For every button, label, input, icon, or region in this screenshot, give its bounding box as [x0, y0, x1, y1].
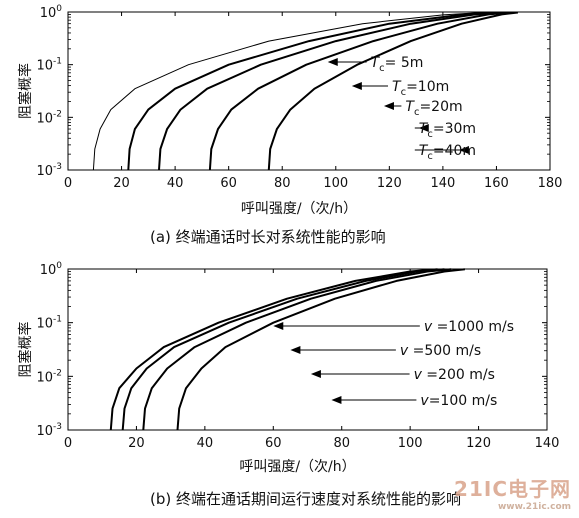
series-label: v =200 m/s [414, 367, 495, 383]
x-axis-label: 呼叫强度/（次/h） [239, 459, 355, 475]
series-line-3 [142, 268, 452, 431]
series-line-1 [92, 12, 484, 171]
series-label: Tc=30m [419, 121, 476, 140]
series-line-2 [127, 11, 497, 171]
watermark-logo: 21IC电子网 www.21ic.com [454, 473, 571, 512]
x-tick-label: 120 [466, 436, 491, 451]
y-tick-label: 100 [40, 4, 63, 21]
annotation-arrowhead [418, 124, 429, 132]
y-tick-label: 10-1 [36, 315, 62, 332]
series-label: v =1000 m/s [424, 319, 514, 335]
series-label: Tc=40m [419, 143, 476, 162]
annotation-arrowhead [273, 322, 284, 330]
series-line-4 [208, 11, 510, 171]
x-tick-label: 140 [430, 176, 455, 191]
series-line-1 [109, 268, 438, 431]
x-tick-label: 120 [377, 176, 402, 191]
annotation-arrowhead [331, 396, 342, 404]
y-tick-label: 10-2 [36, 109, 62, 126]
watermark-sub: www.21ic.com [497, 502, 571, 512]
chart-panel-b: 0 20 40 60 80 100 120 140 100 10-1 10-2 10-3 呼叫强度/（次… [17, 261, 559, 508]
series-label: Tc=20m [405, 99, 462, 118]
x-tick-label: 140 [535, 436, 560, 451]
y-tick-label: 10-3 [36, 422, 62, 439]
annotation-arrowhead [327, 58, 338, 66]
y-axis-label: 阻塞概率 [17, 322, 34, 378]
series-line-2 [121, 268, 445, 431]
annotation-arrowhead [290, 346, 301, 354]
series-label: Tc= 5m [371, 55, 424, 74]
y-tick-label: 10-3 [36, 162, 62, 179]
series-line-5 [267, 11, 519, 171]
y-tick-label: 10-2 [36, 368, 62, 385]
annotation-arrowhead [383, 102, 394, 110]
x-tick-label: 0 [64, 436, 72, 451]
x-tick-label: 20 [113, 176, 130, 191]
x-axis-label: 呼叫强度/（次/h） [241, 201, 357, 217]
x-tick-label: 20 [128, 436, 145, 451]
series-line-3 [158, 11, 502, 171]
x-tick-label: 40 [167, 176, 184, 191]
chart-panel-a: 0 20 40 60 80 100 120 140 160 180 100 10-1 10-2 10-3 呼… [17, 4, 562, 246]
watermark-main: 21IC电子网 [454, 477, 571, 501]
panel-caption: (b) 终端在通话期间运行速度对系统性能的影响 [150, 490, 461, 508]
x-tick-label: 80 [333, 436, 350, 451]
series-line-4 [176, 268, 466, 431]
series-label: v =500 m/s [400, 343, 481, 359]
x-tick-label: 0 [64, 176, 72, 191]
x-tick-label: 160 [484, 176, 509, 191]
series-label: v=100 m/s [420, 393, 497, 409]
annotation-arrowhead [351, 82, 362, 90]
x-tick-label: 180 [538, 176, 563, 191]
x-tick-label: 40 [197, 436, 214, 451]
y-tick-label: 10-1 [36, 57, 62, 74]
x-tick-label: 60 [220, 176, 237, 191]
x-tick-label: 100 [323, 176, 348, 191]
plot-frame [67, 11, 551, 171]
plot-frame [67, 268, 548, 431]
series-label: Tc=10m [392, 79, 449, 98]
annotation-arrowhead [458, 146, 469, 154]
y-axis-label: 阻塞概率 [17, 63, 34, 119]
x-tick-label: 60 [265, 436, 282, 451]
annotation-arrowhead [310, 370, 321, 378]
y-tick-label: 100 [40, 261, 63, 278]
x-tick-label: 80 [274, 176, 291, 191]
panel-caption: (a) 终端通话时长对系统性能的影响 [150, 228, 386, 246]
x-tick-label: 100 [398, 436, 423, 451]
